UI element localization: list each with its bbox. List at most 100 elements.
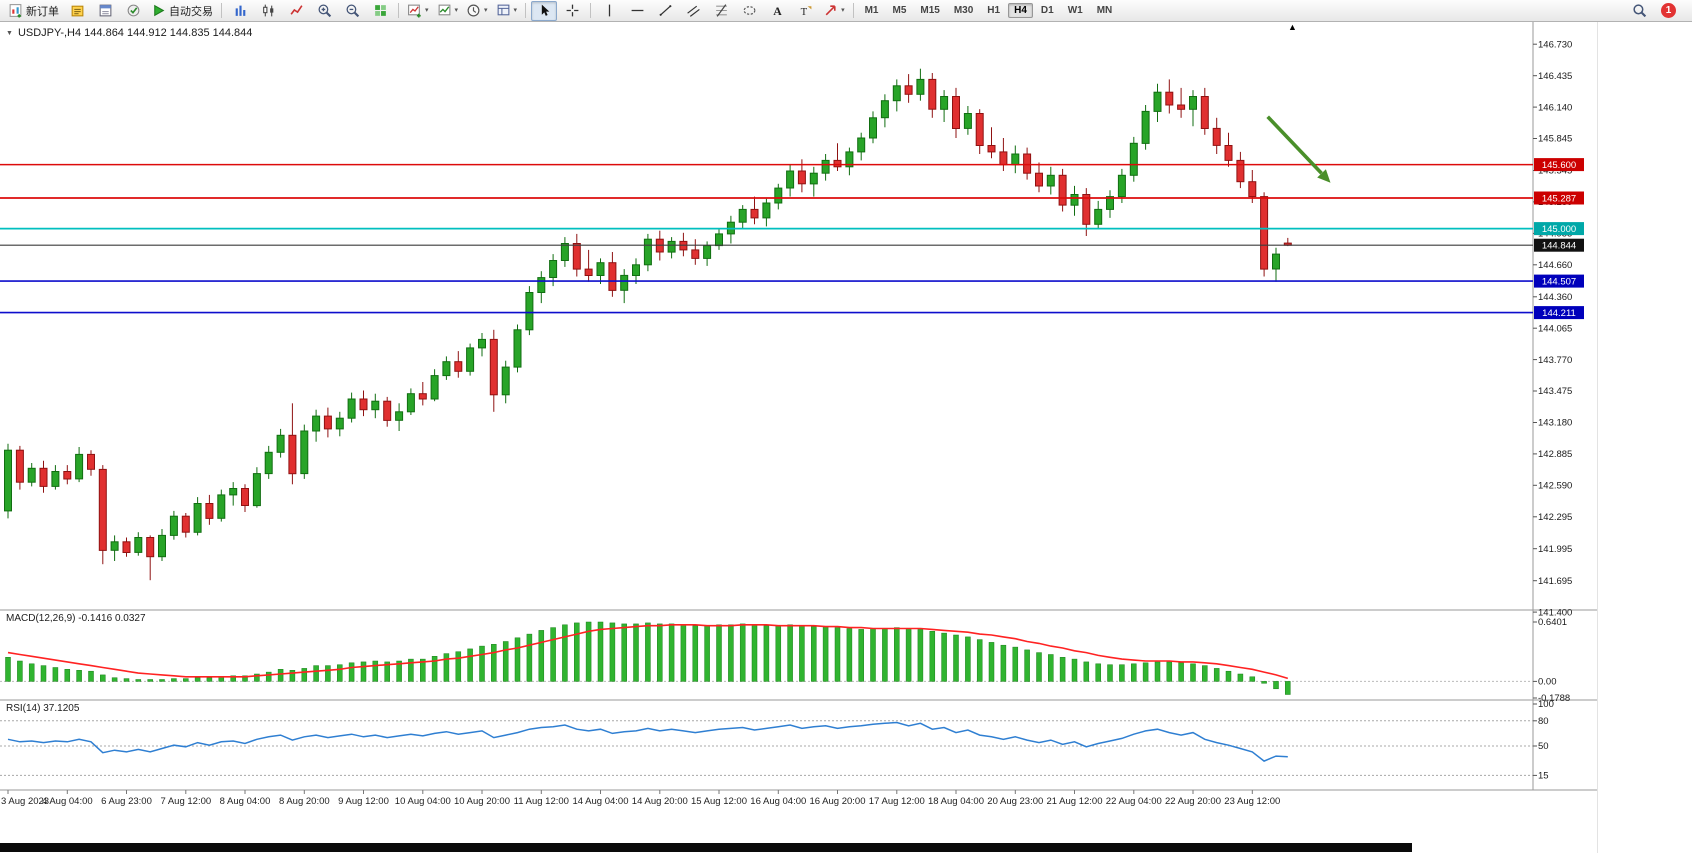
data-window-icon <box>99 4 111 17</box>
chart-canvas[interactable]: 146.730 146.435 146.140 145.845 145.545 145.2… <box>0 22 1692 853</box>
notification-badge[interactable]: 1 <box>1661 3 1676 18</box>
svg-text:10 Aug 04:00: 10 Aug 04:00 <box>395 796 451 807</box>
timeframe-w1-button[interactable]: W1 <box>1067 5 1083 16</box>
pane-separators <box>0 22 1597 791</box>
svg-text:8 Aug 04:00: 8 Aug 04:00 <box>220 796 271 807</box>
svg-text:141.400: 141.400 <box>1538 607 1572 618</box>
svg-text:-0.1788: -0.1788 <box>1538 693 1570 704</box>
horizontal-line-button[interactable] <box>624 1 650 21</box>
chevron-down-icon: ▾ <box>513 7 518 14</box>
arrow-annotation[interactable] <box>1266 115 1331 183</box>
data-window-button[interactable] <box>92 1 118 21</box>
svg-text:7 Aug 12:00: 7 Aug 12:00 <box>160 796 211 807</box>
svg-text:144.065: 144.065 <box>1538 323 1572 334</box>
timeframe-m1-button[interactable]: M1 <box>864 5 879 16</box>
timeframe-m15-button[interactable]: M15 <box>920 5 940 16</box>
equidistant-channel-button[interactable] <box>680 1 706 21</box>
svg-text:20 Aug 23:00: 20 Aug 23:00 <box>987 796 1043 807</box>
svg-text:0.00: 0.00 <box>1538 677 1557 688</box>
zoom-out-button[interactable] <box>339 1 365 21</box>
shapes-button[interactable] <box>736 1 762 21</box>
search-icon <box>1632 4 1646 18</box>
svg-text:144.360: 144.360 <box>1538 292 1572 303</box>
svg-text:145.845: 145.845 <box>1538 134 1572 145</box>
macd-indicator-label: MACD(12,26,9) -0.1416 0.0327 <box>6 613 146 624</box>
toolbar-separator <box>398 3 399 18</box>
timeframe-mn-button[interactable]: MN <box>1096 5 1113 16</box>
toolbar-separator <box>221 3 222 18</box>
line-chart-button[interactable] <box>283 1 309 21</box>
toolbar: 新订单 自动交易 ▾ ▾ ▾ ▾ A T ▾ M1 M5 M15 M30 H1 H4 D1 W1 MN 1 <box>0 0 1692 22</box>
svg-text:142.885: 142.885 <box>1538 449 1572 460</box>
horizontal-line-icon <box>631 9 643 12</box>
arrows-icon <box>825 5 836 16</box>
timeframe-m30-button[interactable]: M30 <box>953 5 974 16</box>
tile-windows-button[interactable] <box>367 1 393 21</box>
bar-chart-icon <box>235 5 245 16</box>
trendline-button[interactable] <box>652 1 678 21</box>
terminal-button[interactable] <box>120 1 146 21</box>
svg-text:144.660: 144.660 <box>1538 260 1572 271</box>
toolbar-right-group: 1 <box>1625 1 1688 21</box>
arrows-button[interactable]: ▾ <box>820 1 848 21</box>
templates-icon <box>497 4 509 16</box>
autotrade-button[interactable]: 自动交易 <box>148 1 216 21</box>
crosshair-button[interactable] <box>559 1 585 21</box>
rsi-pane: 100 80 50 15 <box>0 699 1554 782</box>
svg-text:143.770: 143.770 <box>1538 355 1572 366</box>
timeframe-h1-button[interactable]: H1 <box>987 5 1001 16</box>
indicators-button[interactable]: ▾ <box>434 1 462 21</box>
timeframe-d1-button[interactable]: D1 <box>1040 5 1054 16</box>
svg-text:10 Aug 20:00: 10 Aug 20:00 <box>454 796 510 807</box>
svg-text:50: 50 <box>1538 741 1549 752</box>
candlestick-button[interactable] <box>255 1 281 21</box>
svg-text:3 Aug 2023: 3 Aug 2023 <box>1 796 49 807</box>
periods-button[interactable]: ▾ <box>463 1 491 21</box>
chart-shift-marker[interactable]: ▲ <box>1288 22 1297 32</box>
chevron-down-icon: ▾ <box>841 7 845 14</box>
vertical-line-button[interactable] <box>596 1 622 21</box>
price-axis: 146.730146.435146.140145.845145.545145.2… <box>1533 39 1572 618</box>
timeframe-h4-button[interactable]: H4 <box>1008 3 1033 18</box>
crosshair-icon <box>566 4 578 17</box>
market-watch-button[interactable] <box>64 1 90 21</box>
svg-text:142.590: 142.590 <box>1538 481 1572 492</box>
svg-text:16 Aug 04:00: 16 Aug 04:00 <box>750 796 806 807</box>
label-icon: T <box>800 6 811 18</box>
timeframe-m5-button[interactable]: M5 <box>892 5 907 16</box>
chart-title: ▼ USDJPY-,H4 144.864 144.912 144.835 144… <box>6 27 252 39</box>
new-order-button[interactable]: 新订单 <box>5 1 62 21</box>
svg-text:4 Aug 04:00: 4 Aug 04:00 <box>42 796 93 807</box>
zoom-in-button[interactable] <box>311 1 337 21</box>
svg-text:6 Aug 23:00: 6 Aug 23:00 <box>101 796 152 807</box>
svg-text:8 Aug 20:00: 8 Aug 20:00 <box>279 796 330 807</box>
bar-chart-button[interactable] <box>227 1 253 21</box>
horizontal-scrollbar[interactable] <box>0 843 1412 852</box>
text-button[interactable]: A <box>764 1 790 21</box>
tile-windows-icon <box>374 5 386 16</box>
svg-text:143.475: 143.475 <box>1538 386 1572 397</box>
terminal-icon <box>127 4 139 17</box>
svg-text:144.507: 144.507 <box>1542 276 1576 287</box>
cursor-button[interactable] <box>531 0 558 21</box>
search-button[interactable] <box>1626 1 1652 21</box>
svg-text:144.211: 144.211 <box>1542 308 1576 319</box>
one-click-trading-collapse-icon[interactable]: ▼ <box>6 29 13 37</box>
autotrade-icon <box>154 4 165 17</box>
svg-text:0.6401: 0.6401 <box>1538 617 1567 628</box>
text-icon: A <box>773 5 782 18</box>
candlestick-icon <box>262 4 273 17</box>
fibonacci-button[interactable] <box>708 1 734 21</box>
new-chart-button[interactable]: ▾ <box>404 1 432 21</box>
rsi-indicator-label: RSI(14) 37.1205 <box>6 703 80 714</box>
market-watch-icon <box>71 5 83 17</box>
chart-title-text: USDJPY-,H4 144.864 144.912 144.835 144.8… <box>17 27 253 39</box>
templates-button[interactable]: ▾ <box>493 1 521 21</box>
new-order-icon <box>9 4 22 18</box>
svg-text:15: 15 <box>1538 771 1549 782</box>
svg-text:14 Aug 20:00: 14 Aug 20:00 <box>632 796 688 807</box>
text-label-button[interactable]: T <box>792 1 818 21</box>
macd-pane: 0.6401 0.00 -0.1788 <box>0 617 1570 704</box>
horizontal-level-lines[interactable] <box>0 163 1533 314</box>
